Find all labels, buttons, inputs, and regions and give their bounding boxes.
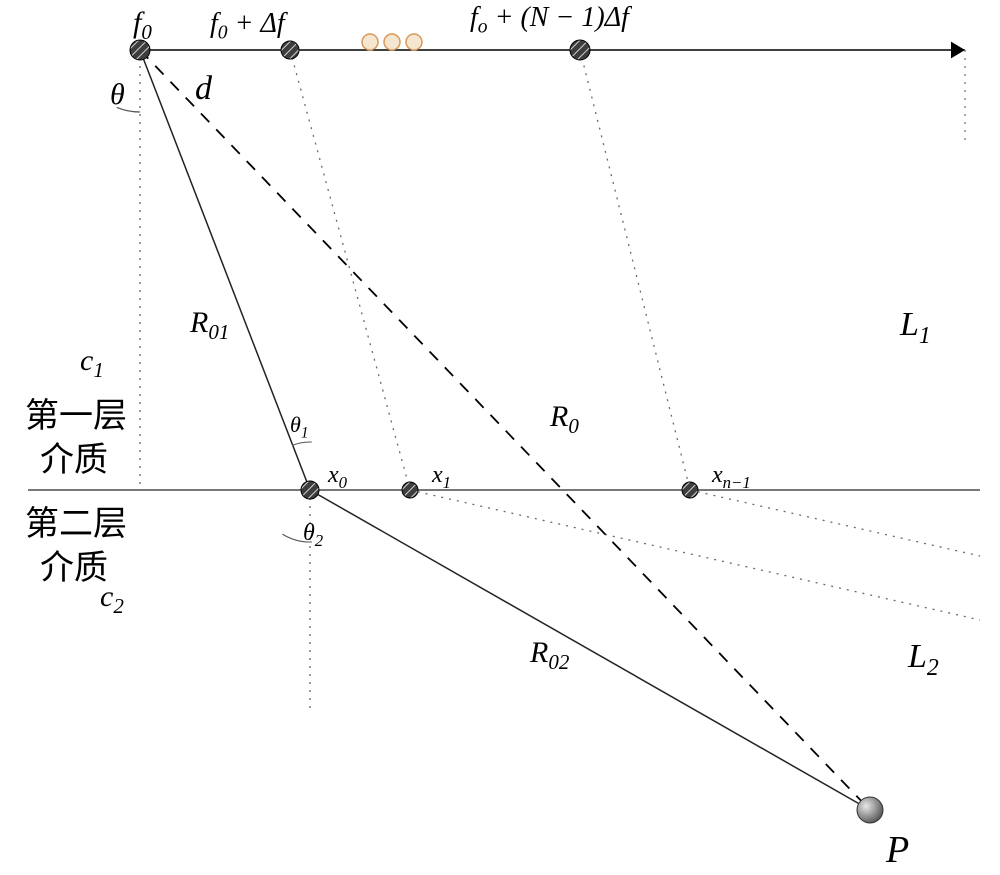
label-d: d: [195, 70, 212, 108]
label-x0: x0: [328, 462, 347, 493]
label-L1: L1: [900, 306, 931, 350]
label-R01: R01: [190, 306, 229, 345]
label-medium2: 介质: [40, 540, 108, 589]
label-theta: θ: [110, 78, 125, 112]
label-xn1: xn−1: [712, 462, 751, 493]
label-layer2: 第二层: [25, 496, 127, 545]
label-x1: x1: [432, 462, 451, 493]
label-R0: R0: [550, 400, 579, 439]
diagram-svg: [0, 0, 1000, 875]
label-P: P: [886, 828, 909, 872]
label-fN: fo + (N − 1)Δf: [470, 2, 629, 39]
label-theta1: θ1: [290, 412, 309, 442]
label-L2: L2: [908, 638, 939, 682]
label-medium1: 介质: [40, 432, 108, 481]
label-theta2: θ2: [303, 520, 323, 551]
diagram-stage: f0f0 + Δffo + (N − 1)Δfθdc1c2第一层介质第二层介质R…: [0, 0, 1000, 875]
label-f0df: f0 + Δf: [210, 8, 285, 45]
label-c1: c1: [80, 344, 104, 383]
label-R02: R02: [530, 636, 569, 675]
label-layer1: 第一层: [25, 388, 127, 437]
label-f0: f0: [133, 6, 152, 45]
